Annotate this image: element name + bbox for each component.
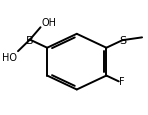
Text: OH: OH bbox=[41, 17, 56, 27]
Text: S: S bbox=[119, 36, 126, 46]
Text: HO: HO bbox=[2, 52, 17, 62]
Text: F: F bbox=[119, 77, 125, 87]
Text: B: B bbox=[26, 35, 34, 45]
